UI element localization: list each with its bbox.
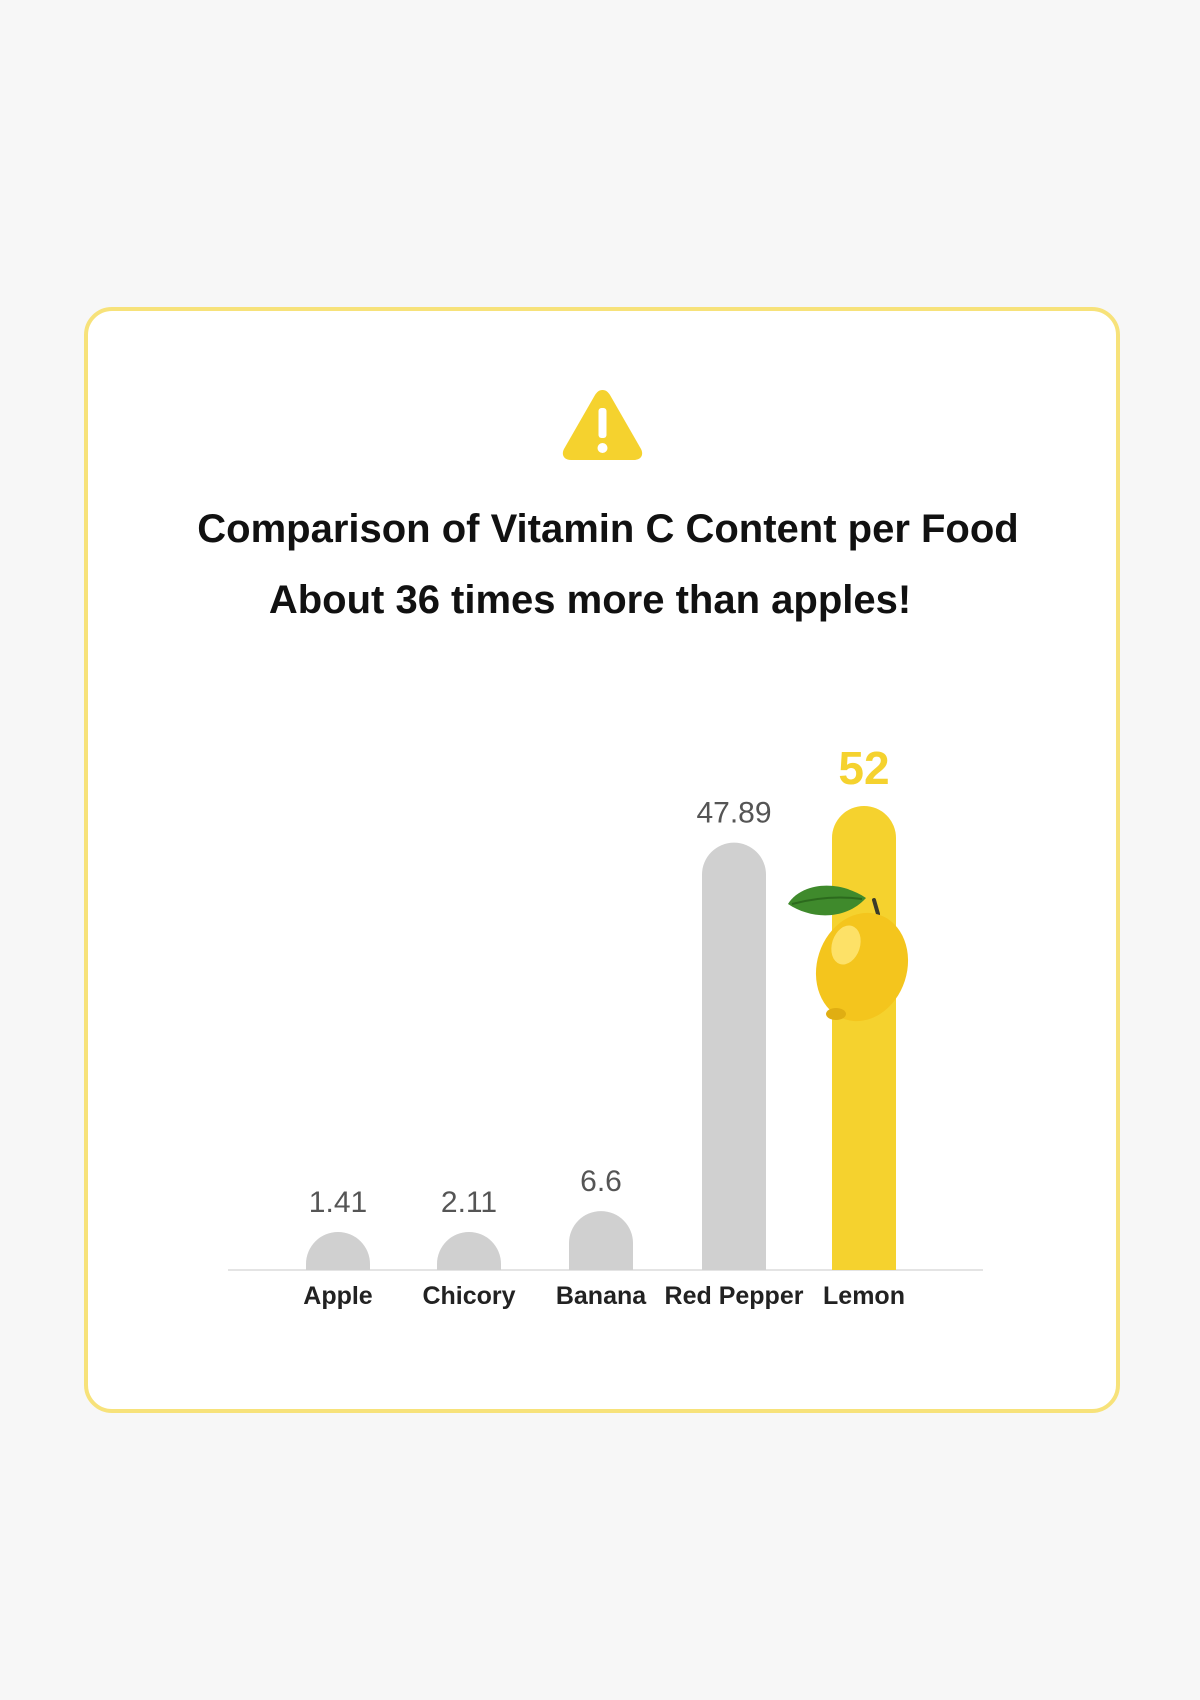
category-label-chicory: Chicory: [422, 1282, 515, 1310]
category-label-lemon: Lemon: [823, 1282, 905, 1310]
bar-chicory: [437, 1232, 501, 1270]
value-label-lemon: 52: [838, 742, 889, 794]
category-label-red-pepper: Red Pepper: [665, 1282, 804, 1310]
bar-red-pepper: [702, 842, 766, 1270]
category-label-apple: Apple: [303, 1282, 373, 1310]
value-label-chicory: 2.11: [441, 1186, 497, 1219]
value-label-apple: 1.41: [309, 1186, 367, 1219]
chart-subtitle: About 36 times more than apples!: [268, 578, 912, 622]
lemon-icon: [788, 885, 909, 1022]
bar-banana: [569, 1211, 633, 1270]
category-label-banana: Banana: [556, 1282, 647, 1310]
value-label-banana: 6.6: [580, 1165, 622, 1198]
bar-apple: [306, 1232, 370, 1270]
chart-title: Comparison of Vitamin C Content per Food: [197, 507, 1019, 551]
bar-lemon: [832, 806, 896, 1270]
warning-icon: [562, 390, 643, 460]
value-label-red-pepper: 47.89: [696, 797, 771, 830]
